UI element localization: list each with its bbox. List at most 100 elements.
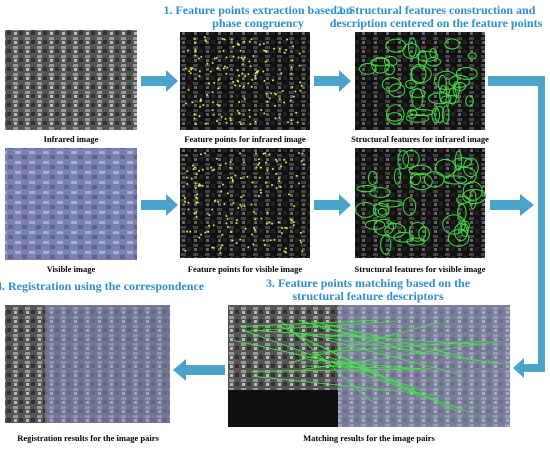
decoration — [238, 84, 241, 87]
decoration — [242, 85, 245, 88]
decoration — [273, 47, 276, 50]
decoration — [185, 102, 188, 105]
decoration — [251, 181, 254, 184]
decoration — [193, 166, 196, 169]
decoration — [242, 58, 245, 61]
decoration — [197, 184, 200, 187]
decoration — [441, 105, 450, 125]
decoration — [188, 70, 191, 73]
decoration — [274, 117, 277, 120]
decoration — [297, 182, 300, 185]
decoration — [237, 56, 240, 59]
decoration — [268, 153, 271, 156]
decoration — [402, 197, 417, 216]
decoration — [193, 37, 196, 40]
decoration — [465, 95, 474, 107]
decoration — [190, 68, 193, 71]
decoration — [230, 231, 233, 234]
decoration — [239, 152, 242, 155]
decoration — [295, 174, 298, 177]
decoration — [460, 223, 469, 237]
decoration — [409, 109, 434, 117]
decoration — [280, 325, 420, 397]
decoration — [212, 113, 215, 116]
decoration — [232, 80, 235, 83]
decoration — [232, 55, 235, 58]
decoration — [221, 37, 224, 40]
decoration — [452, 166, 477, 185]
decoration — [213, 81, 216, 84]
decoration — [405, 114, 430, 123]
decoration — [275, 187, 278, 190]
decoration — [291, 86, 294, 89]
decoration — [255, 166, 258, 169]
decoration — [281, 90, 284, 93]
decoration — [397, 150, 410, 170]
decoration — [226, 66, 229, 69]
decoration — [402, 42, 420, 59]
decoration — [187, 208, 190, 211]
decoration — [202, 104, 205, 107]
decoration — [225, 215, 228, 218]
decoration — [285, 48, 288, 51]
decoration — [423, 171, 445, 188]
decoration — [454, 150, 463, 171]
decoration — [222, 67, 225, 70]
decoration — [194, 123, 197, 126]
decoration — [227, 177, 230, 180]
step-title: 3. Feature points matching based on the — [266, 276, 471, 290]
decoration — [194, 182, 197, 185]
decoration — [299, 81, 302, 84]
decoration — [254, 72, 257, 75]
decoration — [186, 182, 189, 185]
decoration — [238, 101, 241, 104]
decoration — [235, 242, 238, 245]
decoration — [216, 120, 219, 123]
decoration — [257, 163, 260, 166]
decoration — [290, 72, 293, 75]
caption: Infrared image — [44, 134, 99, 144]
decoration — [189, 72, 192, 75]
decoration — [239, 121, 242, 124]
decoration — [274, 104, 277, 107]
decoration — [240, 56, 243, 59]
decoration — [299, 239, 302, 242]
decoration — [198, 75, 201, 78]
decoration — [460, 220, 470, 231]
decoration — [259, 330, 481, 345]
decoration — [209, 70, 212, 73]
step-title: phase congruency — [212, 16, 304, 30]
decoration — [240, 205, 243, 208]
decoration — [385, 38, 407, 53]
decoration — [230, 38, 233, 41]
decoration — [372, 202, 390, 218]
decoration — [434, 158, 456, 177]
decoration — [279, 165, 282, 168]
decoration — [208, 82, 211, 85]
decoration — [217, 200, 220, 203]
decoration — [452, 81, 461, 97]
decoration — [263, 112, 266, 115]
decoration — [235, 219, 238, 222]
decoration — [271, 222, 274, 225]
decoration — [262, 239, 265, 242]
decoration — [265, 50, 268, 53]
decoration — [243, 56, 246, 59]
decoration — [263, 49, 266, 52]
decoration — [326, 339, 458, 375]
decoration — [252, 243, 255, 246]
decoration — [234, 174, 237, 177]
decoration — [281, 227, 284, 230]
decoration — [236, 69, 239, 72]
decoration — [247, 246, 250, 249]
decoration — [367, 170, 378, 186]
decoration — [253, 229, 256, 232]
decoration — [248, 109, 251, 112]
decoration — [185, 176, 188, 179]
decoration — [257, 69, 260, 72]
decoration — [237, 206, 240, 209]
decoration — [265, 222, 268, 225]
decoration — [194, 50, 197, 53]
decoration — [223, 38, 226, 41]
